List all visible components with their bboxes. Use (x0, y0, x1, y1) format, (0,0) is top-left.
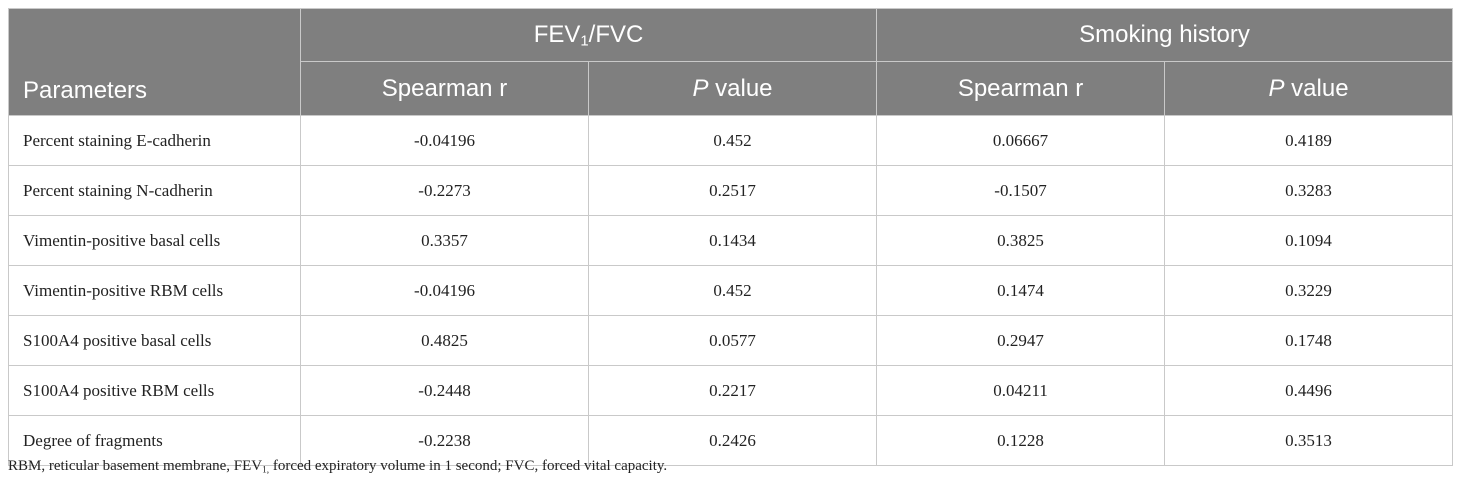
table-header: Parameters FEV1/FVC Smoking history Spea… (8, 8, 1454, 116)
fev-spearman-value: -0.2448 (300, 365, 589, 416)
fev1-fvc-group-header: FEV1/FVC (299, 8, 878, 62)
row-label: S100A4 positive basal cells (8, 315, 301, 366)
smoking-spearman-value: 0.1474 (876, 265, 1166, 316)
fev-p-value: 0.452 (587, 115, 878, 166)
fev-p-value: 0.1434 (587, 215, 878, 266)
smoking-p-value: 0.1748 (1164, 315, 1454, 366)
fev-p-value: 0.2517 (587, 165, 878, 216)
fev-p-value: 0.452 (587, 265, 878, 316)
smoking-p-value: 0.3229 (1164, 265, 1454, 316)
smoking-p-value: 0.4189 (1164, 115, 1454, 166)
fev-spearman-value: -0.04196 (300, 265, 589, 316)
smoking-spearman-header: Spearman r (876, 61, 1166, 116)
fev-spearman-value: -0.2273 (300, 165, 589, 216)
row-label: Degree of fragments (8, 415, 301, 466)
table-container: Parameters FEV1/FVC Smoking history Spea… (8, 8, 1454, 466)
fev-spearman-value: -0.2238 (300, 415, 589, 466)
fev-p-value-header: P value (587, 61, 878, 116)
row-label: Percent staining N-cadherin (8, 165, 301, 216)
parameters-header: Parameters (8, 8, 301, 116)
smoking-spearman-value: -0.1507 (876, 165, 1166, 216)
fev-spearman-value: 0.4825 (300, 315, 589, 366)
row-label: S100A4 positive RBM cells (8, 365, 301, 416)
table-row: Degree of fragments -0.2238 0.2426 0.122… (8, 415, 1454, 466)
fev-p-value: 0.0577 (587, 315, 878, 366)
smoking-spearman-value: 0.3825 (876, 215, 1166, 266)
fev-spearman-value: -0.04196 (300, 115, 589, 166)
smoking-p-value: 0.3513 (1164, 415, 1454, 466)
fev-p-value: 0.2426 (587, 415, 878, 466)
correlation-table: Parameters FEV1/FVC Smoking history Spea… (8, 8, 1454, 466)
table-row: S100A4 positive basal cells 0.4825 0.057… (8, 315, 1454, 366)
row-label: Vimentin-positive basal cells (8, 215, 301, 266)
table-row: Vimentin-positive basal cells 0.3357 0.1… (8, 215, 1454, 266)
table-row: Vimentin-positive RBM cells -0.04196 0.4… (8, 265, 1454, 316)
fev-spearman-header: Spearman r (300, 61, 589, 116)
smoking-spearman-value: 0.06667 (876, 115, 1166, 166)
smoking-spearman-value: 0.04211 (876, 365, 1166, 416)
smoking-history-group-header: Smoking history (876, 8, 1454, 62)
row-label: Vimentin-positive RBM cells (8, 265, 301, 316)
row-label: Percent staining E-cadherin (8, 115, 301, 166)
smoking-spearman-value: 0.1228 (876, 415, 1166, 466)
table-row: Percent staining N-cadherin -0.2273 0.25… (8, 165, 1454, 216)
fev-spearman-value: 0.3357 (300, 215, 589, 266)
smoking-p-value: 0.1094 (1164, 215, 1454, 266)
smoking-p-value-header: P value (1164, 61, 1454, 116)
smoking-p-value: 0.3283 (1164, 165, 1454, 216)
fev-p-value: 0.2217 (587, 365, 878, 416)
smoking-p-value: 0.4496 (1164, 365, 1454, 416)
smoking-spearman-value: 0.2947 (876, 315, 1166, 366)
table-row: S100A4 positive RBM cells -0.2448 0.2217… (8, 365, 1454, 416)
table-row: Percent staining E-cadherin -0.04196 0.4… (8, 115, 1454, 166)
table-footnote: RBM, reticular basement membrane, FEV1, … (8, 458, 668, 476)
table-body: Percent staining E-cadherin -0.04196 0.4… (8, 115, 1454, 466)
